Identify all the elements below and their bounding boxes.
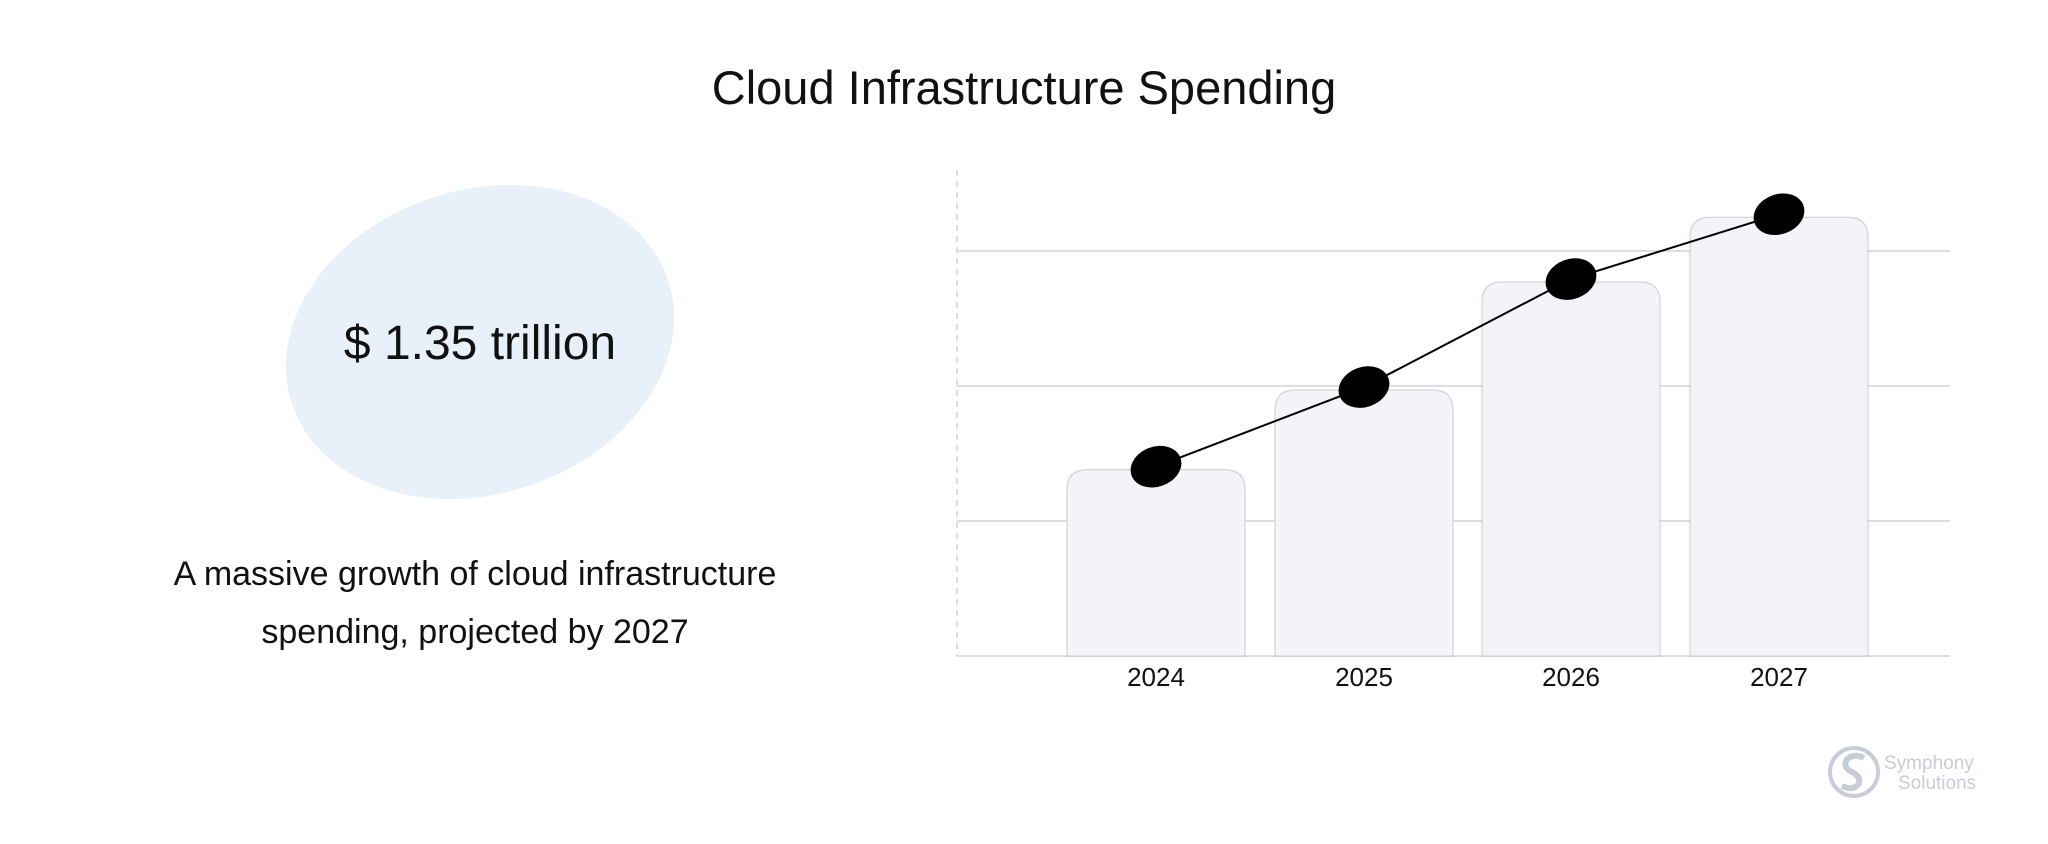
stat-blob-shape bbox=[285, 185, 675, 499]
logo-s-icon bbox=[1828, 746, 1880, 798]
bar-2026 bbox=[1481, 281, 1661, 657]
marker-2027 bbox=[1753, 193, 1805, 236]
description-line-2: spending, projected by 2027 bbox=[261, 613, 689, 651]
description: A massive growth of cloud infrastructure… bbox=[80, 545, 870, 661]
bar-2025 bbox=[1274, 389, 1454, 657]
logo-text-2: Solutions bbox=[1898, 773, 1976, 794]
x-tick-label: 2024 bbox=[1127, 662, 1185, 692]
marker-2024 bbox=[1130, 445, 1182, 488]
description-line-1: A massive growth of cloud infrastructure bbox=[173, 555, 777, 593]
marker-2026 bbox=[1545, 258, 1597, 300]
bar-2024 bbox=[1066, 469, 1246, 657]
x-tick-label: 2027 bbox=[1750, 662, 1808, 692]
bar-2027 bbox=[1689, 216, 1869, 657]
marker-2025 bbox=[1338, 366, 1390, 408]
x-tick-label: 2025 bbox=[1335, 662, 1393, 692]
x-tick-label: 2026 bbox=[1542, 662, 1600, 692]
chart-title: Cloud Infrastructure Spending bbox=[711, 61, 1337, 114]
stat-value: $ 1.35 trillion bbox=[343, 317, 617, 370]
logo-text-1: Symphony bbox=[1884, 753, 1974, 774]
series-line bbox=[1155, 213, 1780, 468]
symphony-solutions-logo: Symphony Solutions bbox=[1828, 746, 1976, 798]
